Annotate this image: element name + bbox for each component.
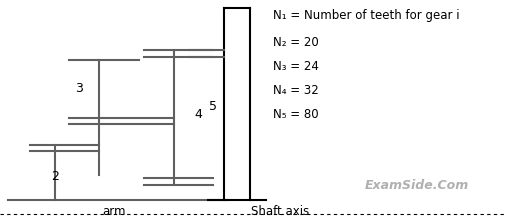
Text: N₄ = 32: N₄ = 32 <box>273 83 319 97</box>
Text: arm: arm <box>102 204 126 218</box>
Text: N₁ = Number of teeth for gear i: N₁ = Number of teeth for gear i <box>273 10 459 22</box>
Text: 3: 3 <box>76 81 83 95</box>
Text: 5: 5 <box>210 101 218 113</box>
Text: 2: 2 <box>51 170 59 182</box>
Text: N₂ = 20: N₂ = 20 <box>273 36 319 48</box>
Text: N₃ = 24: N₃ = 24 <box>273 59 319 73</box>
Text: ExamSide.Com: ExamSide.Com <box>365 178 469 192</box>
Text: N₅ = 80: N₅ = 80 <box>273 107 319 121</box>
Text: 4: 4 <box>195 109 202 121</box>
Text: Shaft axis: Shaft axis <box>251 204 309 218</box>
